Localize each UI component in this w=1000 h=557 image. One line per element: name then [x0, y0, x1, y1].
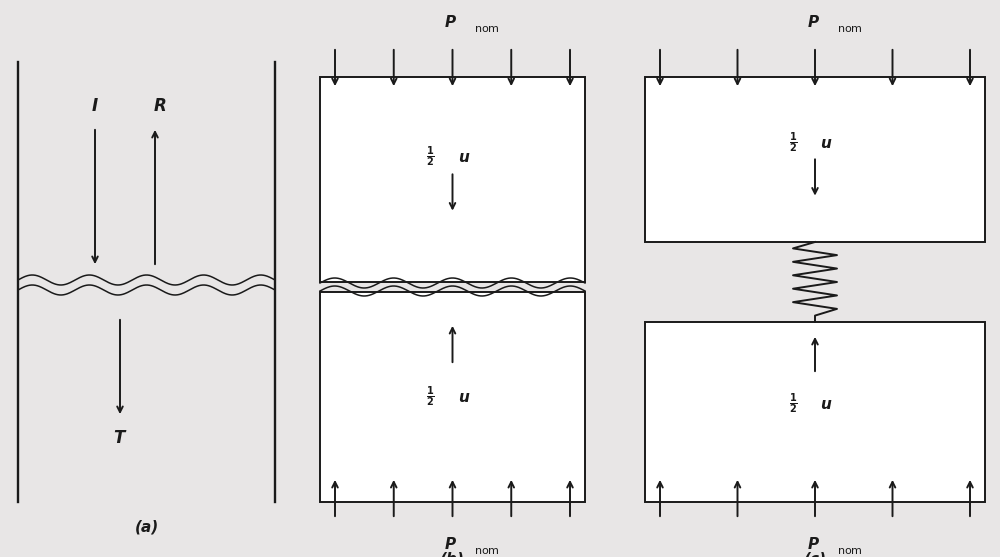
Bar: [320, 77, 585, 282]
Text: $\rm{nom}$: $\rm{nom}$: [837, 24, 863, 34]
Text: $\mathbf{\frac{1}{2}}$: $\mathbf{\frac{1}{2}}$: [789, 130, 797, 154]
Bar: [645, 322, 985, 502]
Text: $\rm{nom}$: $\rm{nom}$: [475, 24, 500, 34]
Text: (a): (a): [134, 520, 159, 535]
Text: $\boldsymbol{P}$: $\boldsymbol{P}$: [807, 536, 819, 552]
Text: $\mathbf{\frac{1}{2}}$: $\mathbf{\frac{1}{2}}$: [426, 145, 435, 169]
Text: $\mathbf{\frac{1}{2}}$: $\mathbf{\frac{1}{2}}$: [789, 392, 797, 416]
Text: $\boldsymbol{P}$: $\boldsymbol{P}$: [444, 14, 457, 30]
Text: $\boldsymbol{u}$: $\boldsymbol{u}$: [820, 135, 832, 150]
Text: (c): (c): [804, 552, 826, 557]
Text: $\boldsymbol{T}$: $\boldsymbol{T}$: [113, 429, 127, 447]
Bar: [645, 77, 985, 242]
Text: $\mathbf{\frac{1}{2}}$: $\mathbf{\frac{1}{2}}$: [426, 385, 435, 409]
Text: $\boldsymbol{P}$: $\boldsymbol{P}$: [807, 14, 819, 30]
Bar: [320, 292, 585, 502]
Text: $\boldsymbol{u}$: $\boldsymbol{u}$: [458, 150, 470, 165]
Text: (b): (b): [440, 552, 465, 557]
Text: $\rm{nom}$: $\rm{nom}$: [475, 546, 500, 556]
Text: $\rm{nom}$: $\rm{nom}$: [837, 546, 863, 556]
Text: $\boldsymbol{R}$: $\boldsymbol{R}$: [153, 97, 167, 115]
Text: $\boldsymbol{I}$: $\boldsymbol{I}$: [91, 97, 99, 115]
Text: $\boldsymbol{u}$: $\boldsymbol{u}$: [458, 390, 470, 405]
Text: $\boldsymbol{u}$: $\boldsymbol{u}$: [820, 397, 832, 412]
Text: $\boldsymbol{P}$: $\boldsymbol{P}$: [444, 536, 457, 552]
